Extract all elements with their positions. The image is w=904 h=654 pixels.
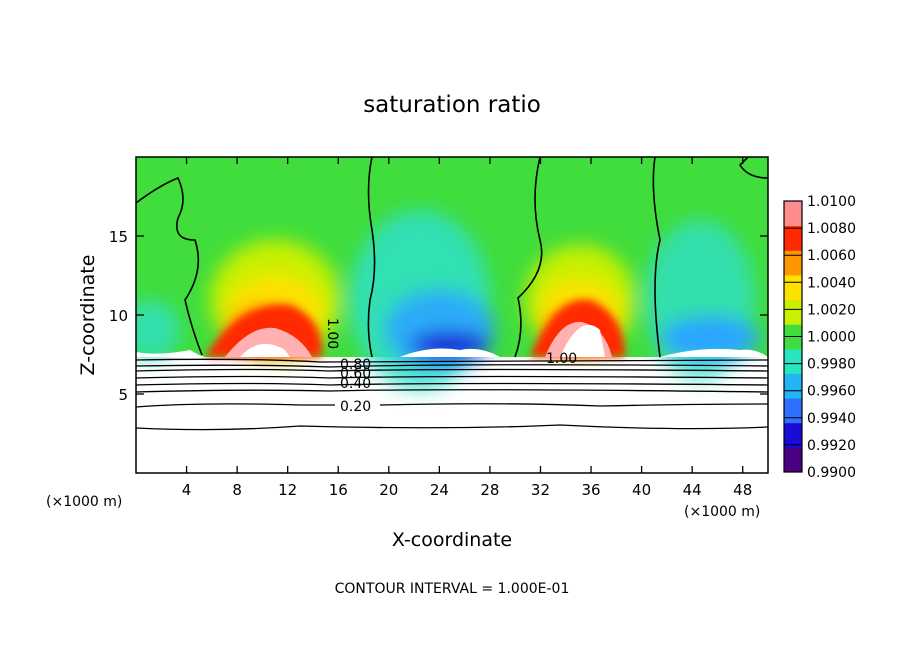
contour-labels: 1.00 1.00 0.80 0.60 0.40 0.20 [324, 318, 577, 415]
x-tick-label: 20 [379, 481, 398, 499]
colorbar-swatch [784, 447, 802, 473]
x-tick-label: 44 [683, 481, 702, 499]
colorbar-swatch [784, 201, 802, 227]
colorbar-label: 0.9960 [807, 384, 856, 400]
contour-label-0-40: 0.40 [340, 376, 371, 392]
colorbar-label: 0.9920 [807, 438, 856, 454]
x-tick-label: 4 [182, 481, 192, 499]
y-tick-label: 10 [109, 307, 128, 325]
colorbar-swatch [784, 250, 802, 276]
colorbar: 1.0100 1.0080 1.0060 1.0040 1.0020 1.0000 0.99… [783, 194, 856, 481]
colorbar-swatch [784, 348, 802, 374]
y-axis-label: Z-coordinate [77, 255, 99, 376]
x-tick-label: 8 [232, 481, 242, 499]
colorbar-label: 0.9980 [807, 357, 856, 373]
lower-contours [136, 358, 768, 431]
contour-label-0-60: 0.60 [340, 366, 371, 382]
x-tick-label: 48 [733, 481, 752, 499]
colorbar-swatch [784, 422, 802, 448]
colorbar-label: 1.0080 [807, 221, 856, 237]
colorbar-swatch [784, 373, 802, 399]
x-tick-label: 36 [581, 481, 600, 499]
colorbar-label: 0.9940 [807, 411, 856, 427]
colorbar-swatch [784, 299, 802, 325]
x-tick-label: 32 [531, 481, 550, 499]
colorbar-label: 1.0100 [807, 194, 856, 210]
colorbar-label: 1.0040 [807, 275, 856, 291]
y-axis-ticks: 5 10 15 [109, 228, 768, 404]
y-tick-label: 15 [109, 228, 128, 246]
contour-label-1-00: 1.00 [546, 351, 577, 367]
x-tick-label: 16 [329, 481, 348, 499]
colorbar-label: 1.0000 [807, 330, 856, 346]
colorbar-swatch [784, 398, 802, 424]
x-unit-left: (×1000 m) [46, 494, 122, 510]
x-tick-label: 40 [632, 481, 651, 499]
saturation-field [136, 157, 768, 390]
x-unit-right: (×1000 m) [684, 504, 760, 520]
contour-label-0-80: 0.80 [340, 357, 371, 373]
colorbar-swatch [784, 225, 802, 251]
colorbar-label: 1.0060 [807, 248, 856, 264]
chart-title: saturation ratio [363, 92, 541, 118]
colorbar-label: 1.0020 [807, 302, 856, 318]
y-tick-label: 5 [118, 386, 128, 404]
colorbar-swatch [784, 274, 802, 301]
x-axis-label: X-coordinate [392, 529, 512, 551]
contour-label-1-00-vertical: 1.00 [324, 318, 340, 349]
contour-label-0-20: 0.20 [340, 399, 371, 415]
contour-interval-footer: CONTOUR INTERVAL = 1.000E-01 [335, 581, 570, 597]
x-tick-label: 12 [278, 481, 297, 499]
colorbar-label: 0.9900 [807, 465, 856, 481]
x-tick-label: 24 [430, 481, 449, 499]
x-axis-ticks: 4 8 12 16 20 24 28 32 36 40 44 48 [182, 157, 752, 499]
x-tick-label: 28 [480, 481, 499, 499]
